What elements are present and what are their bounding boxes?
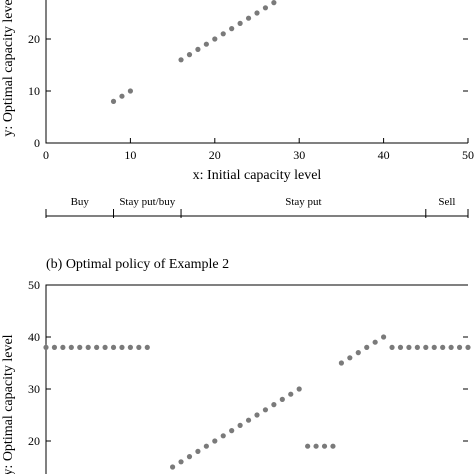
panel-a-y-axis-title: y: Optimal capacity level [1,0,16,137]
panel-a-x-tick-label: 20 [209,148,221,162]
panel-b-data-point [85,344,91,350]
panel-a-data-point [195,46,201,53]
panel-a-y-tick-label: 20 [28,32,40,46]
panel-a-y-tick-label: 10 [28,84,40,98]
panel-a-data-point [237,20,243,26]
panel-b: 20 30 40 50 y: Optimal capacity level [1,278,471,474]
panel-a-data-point [271,0,277,6]
panel-b-data-point [203,443,209,449]
panel-a-data-point [110,98,117,104]
panel-b-data-point [355,350,361,356]
panel-b-data-point [178,459,184,465]
panel-a-x-tick-label: 0 [43,148,49,162]
panel-b-data-point [195,448,201,454]
panel-a-data-point [119,93,125,99]
panel-b-data-point [94,344,100,350]
panel-b-data-point [279,396,285,402]
panel-a-x-tick-label: 50 [462,148,474,162]
panel-b-ticks: 20 30 40 50 [28,278,468,448]
panel-b-data-point [212,438,218,444]
panel-b-y-tick-label: 20 [28,434,40,448]
panel-a-data-point [178,57,184,63]
panel-b-data-point [338,360,344,366]
panel-b-data-point [127,344,133,350]
policy-regions: Buy Stay put/buy Stay put Sell [45,196,469,218]
policy-region-label: Stay put [285,196,321,208]
panel-b-data-point [381,334,387,340]
panel-b-data-point [254,412,260,418]
panel-a-data-point [229,26,235,32]
panel-b-data-point [43,344,49,350]
policy-region-label: Stay put/buy [119,196,175,208]
panel-b-data-point [102,344,108,350]
policy-region-dividers [45,209,469,218]
panel-b-data-point [262,407,269,413]
panel-b-y-tick-label: 30 [28,382,40,396]
panel-a: 0 10 20 30 40 50 0 10 20 x: Initial capacity lev… [1,0,474,183]
panel-b-data-point [68,344,74,350]
policy-region-label: Sell [438,196,455,208]
panel-b-points [43,334,471,470]
panel-b-data-point [465,344,471,350]
panel-a-x-axis-title: x: Initial capacity level [193,168,322,183]
panel-a-data-point [245,15,252,21]
panel-b-data-point [448,344,454,350]
policy-region-label: Buy [71,196,90,208]
panel-a-ticks: 0 10 20 30 40 50 0 10 20 [28,32,474,162]
panel-a-axes-frame [45,0,468,144]
panel-b-axes-frame [45,284,468,474]
panel-b-data-point [271,402,277,408]
panel-b-data-point [321,443,328,449]
panel-b-data-point [347,355,353,361]
panel-b-data-point [372,339,378,345]
panel-b-data-point [51,344,58,350]
panel-b-data-point [423,344,429,350]
policy-region-labels: Buy Stay put/buy Stay put Sell [71,196,456,208]
panel-b-y-tick-label: 50 [28,278,40,292]
panel-b-data-point [456,344,463,350]
panel-b-data-point [237,422,243,428]
panel-b-data-point [77,344,83,350]
panel-b-data-point [144,344,150,350]
panel-a-data-point [186,52,193,58]
panel-b-data-point [229,428,235,434]
panel-b-data-point [313,443,319,449]
panel-a-x-tick-label: 10 [124,148,136,162]
panel-a-points [110,0,277,104]
panel-b-data-point [245,417,252,423]
panel-a-x-tick-label: 40 [378,148,390,162]
panel-b-data-point [330,443,336,449]
panel-a-y-tick-label: 0 [34,136,40,150]
panel-b-caption: (b) Optimal policy of Example 2 [46,257,229,272]
panel-b-y-tick-label: 40 [28,330,40,344]
panel-b-y-axis-title: y: Optimal capacity level [1,334,16,474]
panel-b-data-point [220,433,226,439]
panel-b-data-point [288,391,294,397]
panel-a-data-point [254,10,260,16]
panel-a-data-point [127,88,133,94]
panel-b-data-point [364,344,370,350]
panel-b-data-point [170,464,176,470]
panel-a-data-point [262,5,269,11]
panel-a-x-tick-label: 30 [293,148,305,162]
panel-b-data-point [119,344,125,350]
panel-b-data-point [389,344,395,350]
panel-b-data-point [305,443,311,449]
panel-b-data-point [414,344,420,350]
panel-b-data-point [406,344,412,350]
panel-b-data-point [431,344,437,350]
panel-a-data-point [212,36,218,42]
panel-b-data-point [60,344,66,350]
panel-b-data-point [440,344,446,350]
panel-b-data-point [136,344,142,350]
panel-b-data-point [296,386,302,392]
panel-a-data-point [220,31,226,37]
panel-b-data-point [186,454,193,460]
panel-b-data-point [110,344,117,350]
panel-a-data-point [203,41,209,47]
panel-b-data-point [397,344,404,350]
